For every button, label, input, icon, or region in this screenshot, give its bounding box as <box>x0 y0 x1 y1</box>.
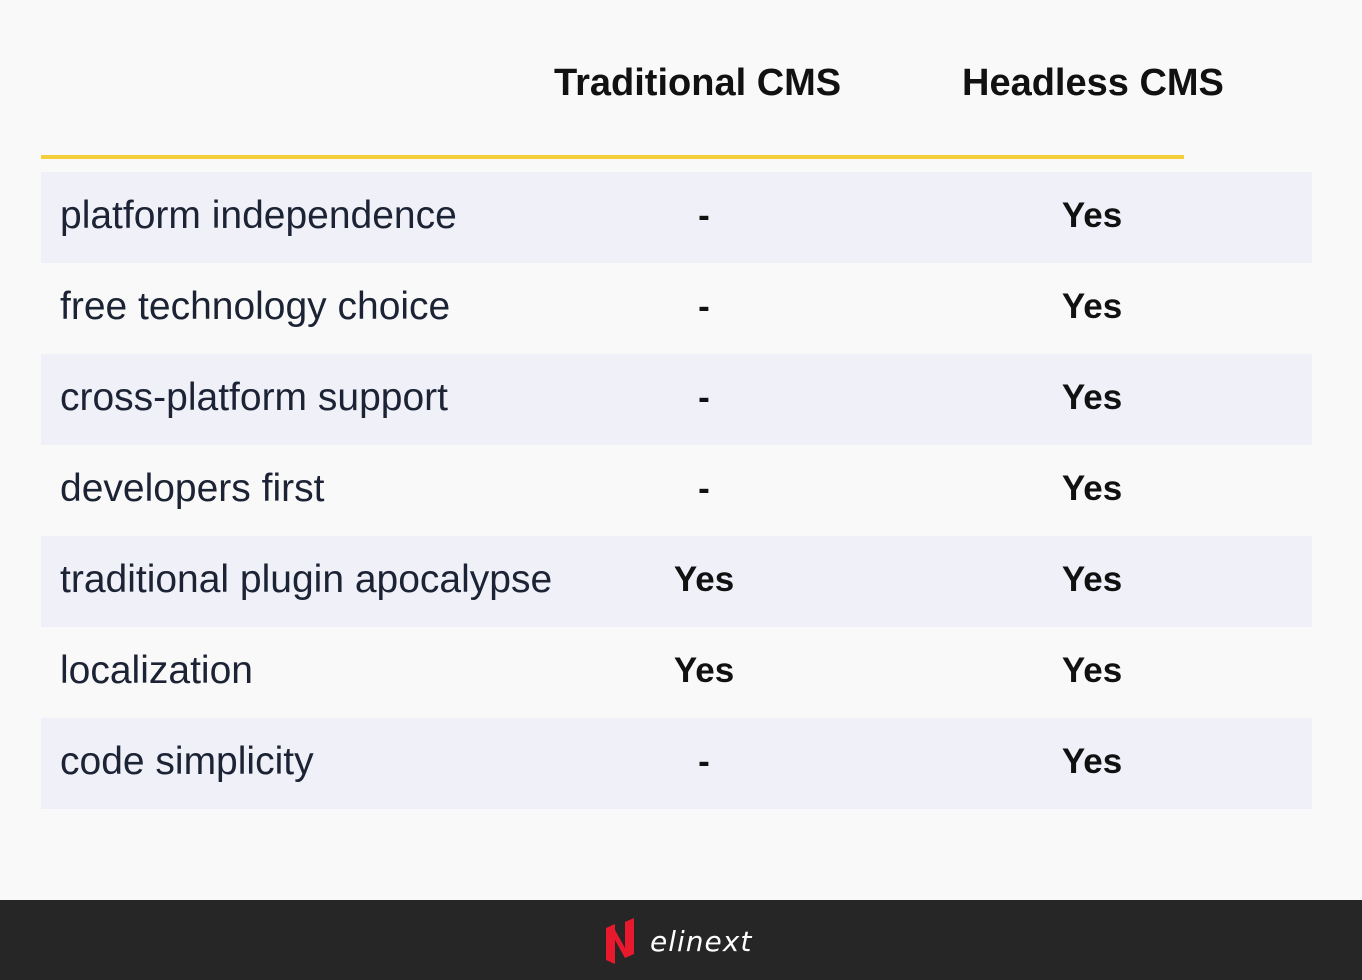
table-row: developers first - Yes <box>41 445 1312 536</box>
cell-traditional: Yes <box>673 560 735 599</box>
elinext-logo-icon <box>606 918 634 964</box>
cell-traditional: - <box>698 287 710 326</box>
row-label: free technology choice <box>60 285 451 328</box>
row-label: localization <box>60 649 253 692</box>
column-header-headless: Headless CMS <box>962 62 1224 104</box>
cell-headless: Yes <box>1061 651 1123 690</box>
table-row: code simplicity - Yes <box>41 718 1312 809</box>
cell-traditional: - <box>698 196 710 235</box>
cell-headless: Yes <box>1061 469 1123 508</box>
table-row: free technology choice - Yes <box>41 263 1312 354</box>
footer-bar: elinext <box>0 900 1362 980</box>
cell-headless: Yes <box>1061 287 1123 326</box>
table-row: cross-platform support - Yes <box>41 354 1312 445</box>
cell-traditional: - <box>698 469 710 508</box>
cell-headless: Yes <box>1061 378 1123 417</box>
row-label: cross-platform support <box>60 376 448 419</box>
cell-traditional: - <box>698 742 710 781</box>
cell-traditional: Yes <box>673 651 735 690</box>
row-label: developers first <box>60 467 325 510</box>
table-header: Traditional CMS Headless CMS <box>0 0 1362 150</box>
logo-wordmark: elinext <box>650 924 753 958</box>
cell-headless: Yes <box>1061 560 1123 599</box>
comparison-table: platform independence - Yes free technol… <box>41 172 1312 809</box>
cell-traditional: - <box>698 378 710 417</box>
table-row: traditional plugin apocalypse Yes Yes <box>41 536 1312 627</box>
row-label: code simplicity <box>60 740 314 783</box>
header-divider <box>41 155 1184 159</box>
table-row: platform independence - Yes <box>41 172 1312 263</box>
row-label: platform independence <box>60 194 457 237</box>
cell-headless: Yes <box>1061 742 1123 781</box>
table-row: localization Yes Yes <box>41 627 1312 718</box>
row-label: traditional plugin apocalypse <box>60 558 553 601</box>
column-header-traditional: Traditional CMS <box>554 62 842 104</box>
brand-logo[interactable]: elinext <box>606 918 752 964</box>
cell-headless: Yes <box>1061 196 1123 235</box>
